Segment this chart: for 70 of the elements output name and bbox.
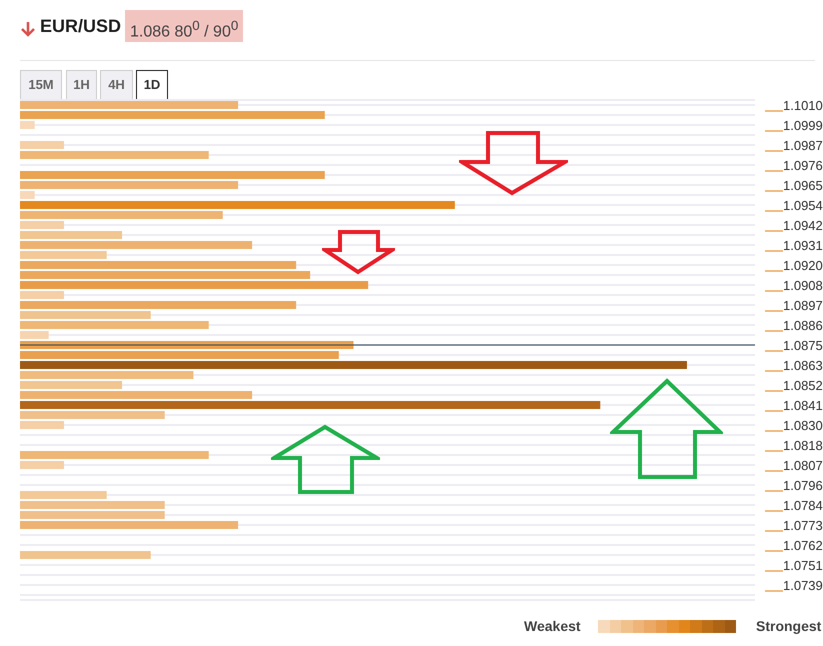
bar [20, 411, 165, 419]
text: 15M [20, 70, 62, 100]
text: 1D [136, 70, 168, 100]
y-tick-label: 1.0841 [783, 398, 823, 413]
bar [20, 331, 49, 339]
bar [20, 101, 238, 109]
y-tick-label: 1.0965 [783, 178, 823, 193]
y-tick-label: 1.0931 [783, 238, 823, 253]
bar [20, 361, 687, 369]
bar [20, 201, 455, 209]
bar [20, 141, 64, 149]
y-tick-label: 1.0942 [783, 218, 823, 233]
bar [20, 351, 339, 359]
chart-subtitle: 1.086 80$^{0}$ / 90$^{0}$ [125, 10, 244, 42]
bar [20, 401, 600, 409]
y-tick-label: 1.0852 [783, 378, 823, 393]
bar [20, 171, 325, 179]
bar [20, 111, 325, 119]
bar [20, 221, 64, 229]
bar [20, 321, 209, 329]
y-tick-label: 1.0987 [783, 138, 823, 153]
y-tick-label: 1.0818 [783, 438, 823, 453]
bar [20, 231, 122, 239]
bar [20, 381, 122, 389]
bar [20, 211, 223, 219]
bar [20, 311, 151, 319]
bar [20, 251, 107, 259]
bar [20, 501, 165, 509]
bar [20, 301, 296, 309]
bar [20, 281, 368, 289]
bar [20, 181, 238, 189]
bar [20, 551, 151, 559]
bar [20, 121, 35, 129]
y-tick-label: 1.0863 [783, 358, 823, 373]
bar [20, 521, 238, 529]
y-tick-label: 1.0875 [783, 338, 823, 353]
y-tick-label: 1.0739 [783, 578, 823, 593]
bar [20, 461, 64, 469]
y-tick-label: 1.0897 [783, 298, 823, 313]
y-tick-label: 1.0886 [783, 318, 823, 333]
bar [20, 241, 252, 249]
text: Strongest [756, 618, 822, 634]
bar [20, 391, 252, 399]
bar [20, 491, 107, 499]
y-tick-label: 1.1010 [783, 98, 823, 113]
bar [20, 151, 209, 159]
y-tick-label: 1.0784 [783, 498, 823, 513]
bar [20, 451, 209, 459]
bar [20, 511, 165, 519]
y-tick-label: 1.0830 [783, 418, 823, 433]
y-tick-label: 1.0976 [783, 158, 823, 173]
text: 1H [66, 70, 97, 100]
y-tick-label: 1.0920 [783, 258, 823, 273]
text: 4H [100, 70, 133, 100]
text: Weakest [524, 618, 581, 634]
y-tick-label: 1.0954 [783, 198, 823, 213]
y-tick-label: 1.0773 [783, 518, 823, 533]
bar [20, 191, 35, 199]
y-tick-label: 1.0796 [783, 478, 823, 493]
bar [20, 421, 64, 429]
bar [20, 271, 310, 279]
bar [20, 371, 194, 379]
y-tick-label: 1.0807 [783, 458, 823, 473]
bar [20, 291, 64, 299]
y-tick-label: 1.0751 [783, 558, 823, 573]
y-tick-label: 1.0999 [783, 118, 823, 133]
chart-title: EUR/USD [40, 16, 122, 37]
y-tick-label: 1.0762 [783, 538, 823, 553]
y-tick-label: 1.0908 [783, 278, 823, 293]
bar [20, 261, 296, 269]
